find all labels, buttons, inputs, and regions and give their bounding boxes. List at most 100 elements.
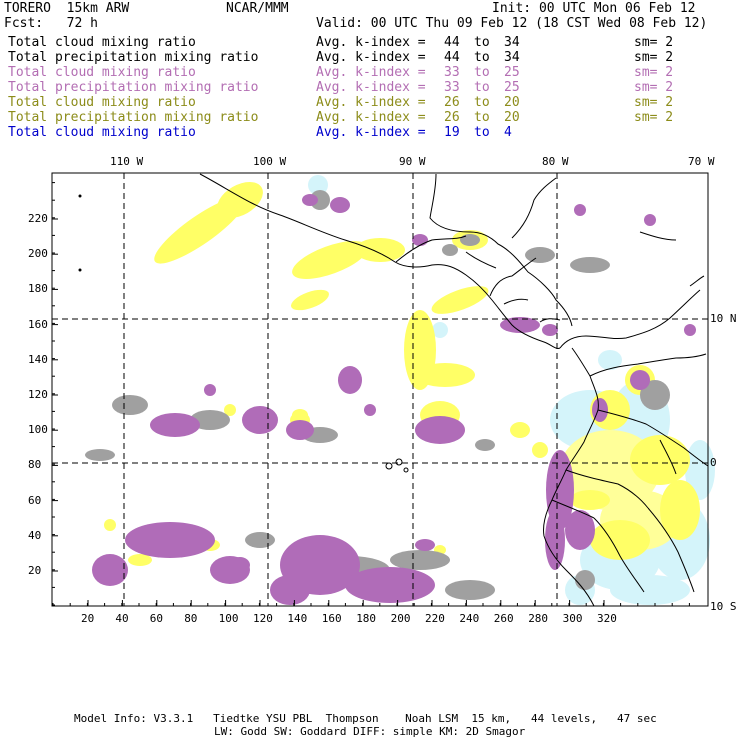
field-blob [242, 406, 278, 434]
y-tick-label: 140 [28, 352, 48, 366]
legend-range-to: 34 [504, 50, 520, 65]
legend-range-to-word: to [474, 50, 490, 65]
legend-field-name: Total precipitation mixing ratio [8, 80, 259, 95]
field-blob [415, 363, 475, 387]
field-blob [292, 409, 308, 421]
field-blob [308, 175, 328, 195]
y-tick-label: 160 [28, 317, 48, 331]
longitude-label: 80 W [542, 155, 569, 168]
legend-avg-label: Avg. k-index = [316, 110, 426, 125]
field-blob [338, 366, 362, 394]
legend-range-to: 34 [504, 35, 520, 50]
field-blob [112, 395, 148, 415]
field-blob [330, 197, 350, 213]
legend-avg-label: Avg. k-index = [316, 50, 426, 65]
y-tick-label: 220 [28, 212, 48, 225]
field-blob [355, 238, 405, 262]
org-label: NCAR/MMM [226, 1, 289, 16]
field-blob [345, 567, 435, 603]
field-blob [291, 289, 329, 311]
field-blob [570, 257, 610, 273]
x-tick-label: 80 [184, 612, 198, 625]
y-tick-label: 60 [28, 493, 42, 507]
field-blob [390, 550, 450, 570]
field-blob [445, 580, 495, 600]
legend-range-to: 20 [504, 95, 520, 110]
init-time: Init: 00 UTC Mon 06 Feb 12 [492, 1, 696, 16]
legend-range-to-word: to [474, 35, 490, 50]
legend-smoothing: sm= 2 [634, 95, 674, 110]
field-blob [150, 413, 200, 437]
field-blob [630, 435, 690, 485]
y-tick-label: 20 [28, 564, 42, 577]
x-tick-label: 280 [528, 612, 549, 625]
field-blob [204, 384, 216, 396]
axis-ticks [52, 182, 690, 606]
field-blob [630, 370, 650, 390]
lat-lon-grid [52, 173, 708, 606]
model-info: Model Info: V3.3.1 Tiedtke YSU PBL Thomp… [74, 712, 657, 725]
x-tick-label: 200 [390, 612, 411, 625]
legend-range-to-word: to [474, 65, 490, 80]
x-tick-label: 300 [562, 612, 583, 625]
model-title: TORERO 15km ARW [4, 1, 130, 16]
field-blob [532, 442, 548, 458]
field-blob [415, 539, 435, 551]
field-blob [92, 554, 128, 586]
legend-range-to-word: to [474, 110, 490, 125]
field-blob [660, 480, 700, 540]
x-tick-label: 180 [356, 612, 377, 625]
y-tick-label: 200 [28, 247, 48, 261]
field-blob [442, 244, 458, 256]
y-tick-label: 40 [28, 528, 42, 542]
field-shading [85, 175, 715, 605]
legend-range-from: 19 [444, 125, 460, 140]
legend-range-from: 33 [444, 80, 460, 95]
x-tick-label: 60 [149, 612, 164, 625]
y-tick-label: 180 [28, 282, 48, 296]
field-blob [644, 214, 656, 226]
coastlines [78, 173, 709, 607]
legend-field-name: Total precipitation mixing ratio [8, 110, 259, 125]
field-blob [684, 324, 696, 336]
field-blob [545, 510, 565, 570]
legend-avg-label: Avg. k-index = [316, 95, 426, 110]
latitude-label: 10 S [710, 600, 737, 613]
field-blob [292, 241, 368, 279]
x-tick-label: 120 [253, 612, 273, 625]
legend-avg-label: Avg. k-index = [316, 80, 426, 95]
legend-range-to: 4 [504, 125, 512, 140]
field-blob [525, 247, 555, 263]
field-blob [574, 204, 586, 216]
field-blob [542, 324, 558, 336]
y-tick-label: 80 [28, 458, 42, 472]
legend-range-to-word: to [474, 125, 490, 140]
field-blob [610, 575, 690, 605]
valid-time: Valid: 00 UTC Thu 09 Feb 12 (18 CST Wed … [316, 16, 708, 31]
field-blob [598, 350, 622, 370]
y-tick-label: 120 [28, 388, 48, 401]
legend-range-to: 25 [504, 80, 520, 95]
field-blob [432, 322, 448, 338]
legend-smoothing: sm= 2 [634, 80, 674, 95]
field-blob [460, 234, 480, 246]
legend-range-from: 44 [444, 50, 460, 65]
field-blob [85, 449, 115, 461]
legend-range-from: 44 [444, 35, 460, 50]
legend-field-name: Total cloud mixing ratio [8, 125, 196, 140]
legend-range-from: 26 [444, 95, 460, 110]
legend-range-to-word: to [474, 80, 490, 95]
y-tick-label: 100 [28, 423, 48, 437]
legend-avg-label: Avg. k-index = [316, 125, 426, 140]
x-tick-label: 100 [218, 612, 239, 625]
field-blob [415, 416, 465, 444]
legend-smoothing: sm= 2 [634, 110, 674, 125]
physics-info: LW: Godd SW: Goddard DIFF: simple KM: 2D… [214, 725, 526, 738]
field-blob [286, 420, 314, 440]
longitude-label: 100 W [253, 155, 287, 168]
x-tick-label: 20 [81, 612, 95, 625]
legend-avg-label: Avg. k-index = [316, 65, 426, 80]
legend-field-name: Total cloud mixing ratio [8, 35, 196, 50]
x-tick-label: 140 [287, 612, 308, 625]
field-blob [245, 532, 275, 548]
